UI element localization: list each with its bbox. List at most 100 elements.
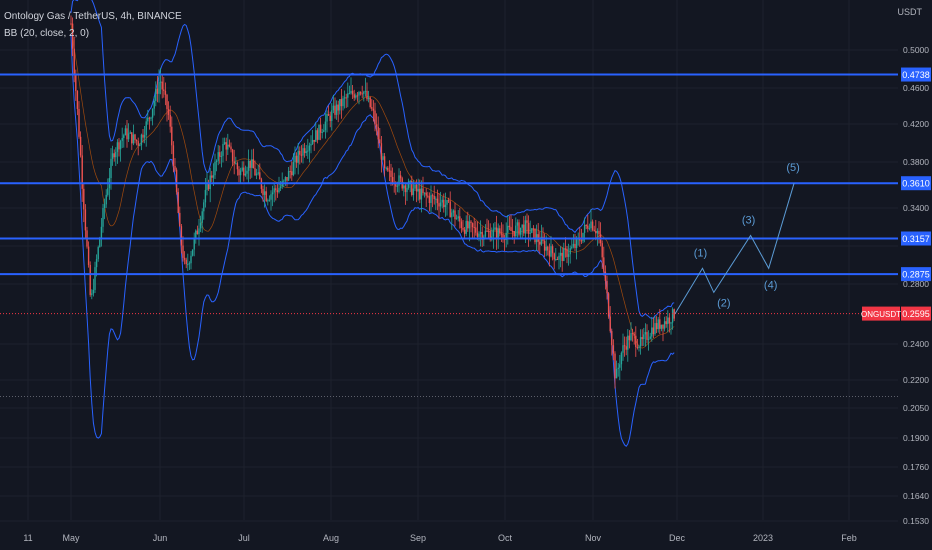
candle-body xyxy=(263,191,266,195)
candle-body xyxy=(110,158,112,179)
wave-label[interactable]: (3) xyxy=(742,215,755,227)
candle-body xyxy=(100,226,103,239)
candle-body xyxy=(319,124,322,133)
candle-body xyxy=(81,155,83,189)
candle-body xyxy=(673,309,675,319)
candle-body xyxy=(123,135,125,138)
candle-body xyxy=(235,163,237,165)
candle-body xyxy=(279,186,282,189)
bb-lower-band xyxy=(70,34,675,448)
y-tick-label: 0.1640 xyxy=(903,491,929,501)
candle-body xyxy=(603,257,605,272)
candle-body xyxy=(187,264,189,266)
candle-body xyxy=(556,259,559,261)
candle-body xyxy=(132,134,135,144)
candle-body xyxy=(481,231,483,240)
candle-body xyxy=(604,271,607,281)
candle-body xyxy=(363,91,365,94)
wave-label[interactable]: (2) xyxy=(717,297,730,309)
candle-body xyxy=(315,130,317,142)
indicator-label[interactable]: BB (20, close, 2, 0) xyxy=(4,28,90,39)
candle-body xyxy=(359,92,362,94)
candle-body xyxy=(412,188,415,196)
level-price-tag xyxy=(901,267,931,282)
symbol-tag-label: ONGUSDT xyxy=(861,310,901,319)
x-tick-label: Jun xyxy=(153,533,168,543)
candle-body xyxy=(131,132,133,144)
candle-body xyxy=(655,323,658,330)
candle-body xyxy=(659,319,661,329)
candle-body xyxy=(305,151,307,154)
candle-body xyxy=(411,180,413,196)
candle-body xyxy=(527,222,530,234)
candle-body xyxy=(76,91,79,109)
candle-body xyxy=(329,115,331,121)
candle-body xyxy=(183,257,186,260)
candle-body xyxy=(155,88,157,101)
candle-body xyxy=(660,324,663,329)
x-tick-label: Feb xyxy=(841,533,857,543)
candle-body xyxy=(103,204,106,209)
candle-body xyxy=(438,203,440,207)
y-tick-label: 0.3400 xyxy=(903,203,929,213)
candle-body xyxy=(524,220,527,234)
candle-body xyxy=(297,150,299,163)
candle-body xyxy=(419,188,421,200)
candle-body xyxy=(518,222,520,235)
level-price-label: 0.3610 xyxy=(902,179,930,189)
candle-body xyxy=(127,133,130,140)
candle-body xyxy=(665,321,667,325)
candle-body xyxy=(214,161,216,176)
candle-body xyxy=(302,148,304,156)
wave-projection[interactable]: (1) (2) (3) (4) (5) xyxy=(674,162,800,314)
candle-body xyxy=(391,176,394,184)
candle-body xyxy=(375,124,378,127)
candle-body xyxy=(471,223,474,228)
wave-path[interactable] xyxy=(674,183,795,314)
candle-body xyxy=(89,264,91,295)
candle-body xyxy=(417,188,419,192)
candle-body xyxy=(409,180,411,182)
wave-label[interactable]: (4) xyxy=(764,279,777,291)
y-tick-label: 0.1900 xyxy=(903,433,929,443)
candle-body xyxy=(435,198,437,200)
candle-body xyxy=(462,228,464,230)
candle-body xyxy=(532,228,535,230)
candle-body xyxy=(619,364,621,368)
candle-body xyxy=(636,347,639,349)
candle-body xyxy=(71,23,74,49)
candle-body xyxy=(215,160,218,162)
candle-body xyxy=(121,137,123,141)
candle-body xyxy=(455,218,458,220)
candle-body xyxy=(220,155,223,157)
candle-body xyxy=(97,247,99,260)
candle-body xyxy=(211,175,213,178)
candle-body xyxy=(284,177,287,181)
candle-body xyxy=(515,225,517,237)
candle-body xyxy=(139,145,141,147)
candle-body xyxy=(387,167,389,171)
candle-body xyxy=(310,143,312,146)
candle-body xyxy=(167,109,170,115)
candle-body xyxy=(407,181,410,188)
candle-body xyxy=(460,221,463,229)
candle-body xyxy=(287,171,290,181)
candle-body xyxy=(627,335,629,350)
candle-body xyxy=(459,216,461,222)
candle-body xyxy=(223,142,226,145)
bb-upper-band xyxy=(70,0,675,319)
candle-body xyxy=(403,185,405,189)
candle-body xyxy=(199,222,202,229)
candle-body xyxy=(670,322,672,324)
candle-body xyxy=(268,199,271,201)
candle-body xyxy=(643,334,645,340)
candle-body xyxy=(295,155,298,163)
symbol-title[interactable]: Ontology Gas / TetherUS, 4h, BINANCE xyxy=(4,11,182,22)
candle-body xyxy=(539,241,541,245)
candle-body xyxy=(467,220,469,229)
candle-body xyxy=(201,211,203,223)
wave-label[interactable]: (5) xyxy=(786,162,799,174)
candle-body xyxy=(111,153,114,159)
wave-label[interactable]: (1) xyxy=(694,247,707,259)
